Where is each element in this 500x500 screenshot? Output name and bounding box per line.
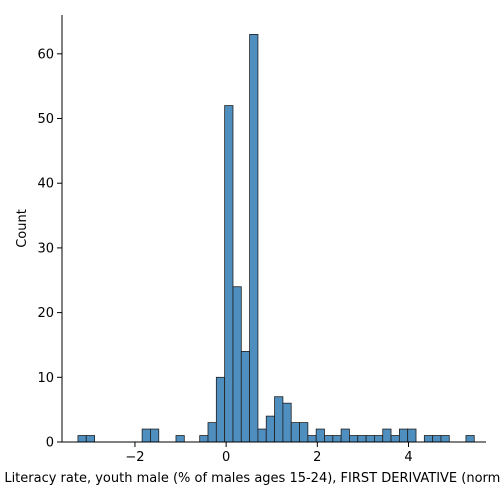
histogram-bar (224, 105, 234, 443)
x-ticks-group: −2 0 2 4 (125, 442, 413, 465)
histogram-bar (175, 435, 185, 443)
histogram-bar (374, 435, 384, 443)
x-axis-label: Literacy rate, youth male (% of males ag… (4, 471, 500, 486)
y-tick-label: 40 (37, 177, 54, 192)
x-tick-label: −2 (125, 450, 144, 465)
histogram-bar (265, 415, 275, 443)
histogram-bar (423, 435, 434, 443)
y-ticks-group: 0 10 20 30 40 50 60 (37, 47, 62, 451)
histogram-bar (440, 435, 450, 443)
y-tick-label: 10 (37, 371, 54, 386)
histogram-bar (357, 435, 367, 443)
histogram-bar (307, 435, 317, 443)
bars-group (77, 34, 475, 443)
histogram-bar (340, 428, 350, 443)
y-tick-label: 30 (37, 241, 54, 256)
histogram-bar (398, 428, 409, 443)
histogram-bar (240, 351, 251, 443)
histogram-bar (390, 435, 400, 443)
histogram-bar (349, 435, 359, 443)
y-tick-label: 60 (37, 47, 54, 62)
histogram-bar (150, 428, 160, 443)
histogram-bar (77, 435, 87, 443)
histogram-bar (332, 435, 342, 443)
histogram-bar (407, 428, 417, 443)
y-axis-label: Count (15, 209, 30, 248)
histogram-bar (249, 34, 259, 443)
x-tick-label: 2 (313, 450, 321, 465)
histogram-bar (290, 422, 300, 443)
histogram-bar (324, 435, 334, 443)
histogram-bar (282, 402, 292, 443)
histogram-bar (141, 428, 151, 443)
y-tick-label: 0 (46, 436, 54, 451)
histogram-bar (299, 422, 309, 443)
histogram-bar (465, 435, 475, 443)
histogram-bar (315, 428, 325, 443)
histogram-bar (199, 435, 209, 443)
x-tick-label: 4 (404, 450, 412, 465)
x-tick-label: 0 (222, 450, 230, 465)
y-tick-label: 50 (37, 112, 54, 127)
histogram-bar (215, 376, 226, 443)
histogram-bar (432, 435, 442, 443)
histogram-bar (274, 396, 284, 443)
histogram-bar (85, 435, 95, 443)
y-tick-label: 20 (37, 306, 54, 321)
histogram-bar (257, 428, 267, 443)
histogram-bar (207, 422, 217, 443)
histogram-bar (365, 435, 375, 443)
histogram-bar (232, 286, 242, 443)
histogram-bar (382, 428, 392, 443)
